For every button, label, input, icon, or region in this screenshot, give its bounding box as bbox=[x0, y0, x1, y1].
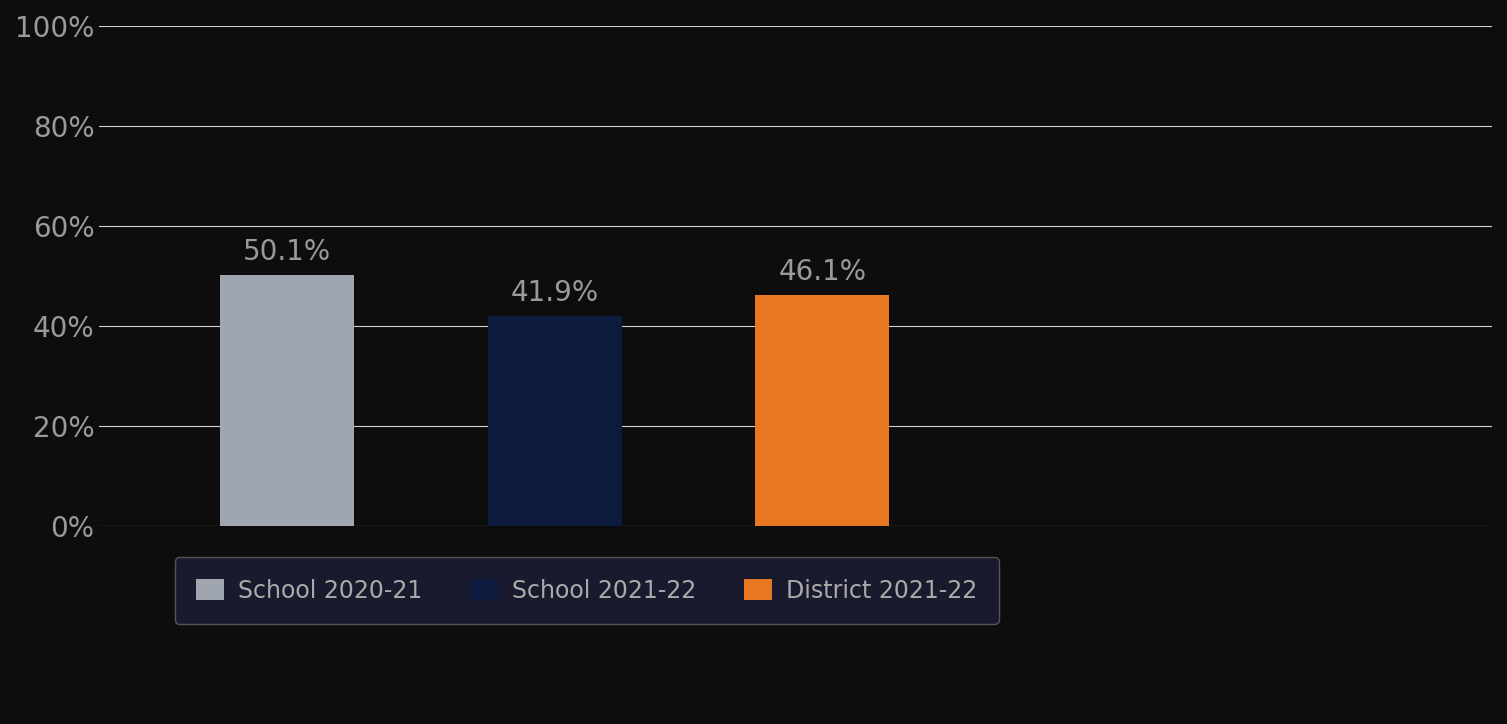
Bar bbox=[488, 316, 621, 526]
Legend: School 2020-21, School 2021-22, District 2021-22: School 2020-21, School 2021-22, District… bbox=[175, 557, 999, 624]
Bar bbox=[755, 295, 889, 526]
Text: 41.9%: 41.9% bbox=[511, 279, 598, 308]
Bar bbox=[220, 275, 354, 526]
Text: 46.1%: 46.1% bbox=[779, 258, 867, 287]
Text: 50.1%: 50.1% bbox=[243, 238, 330, 266]
